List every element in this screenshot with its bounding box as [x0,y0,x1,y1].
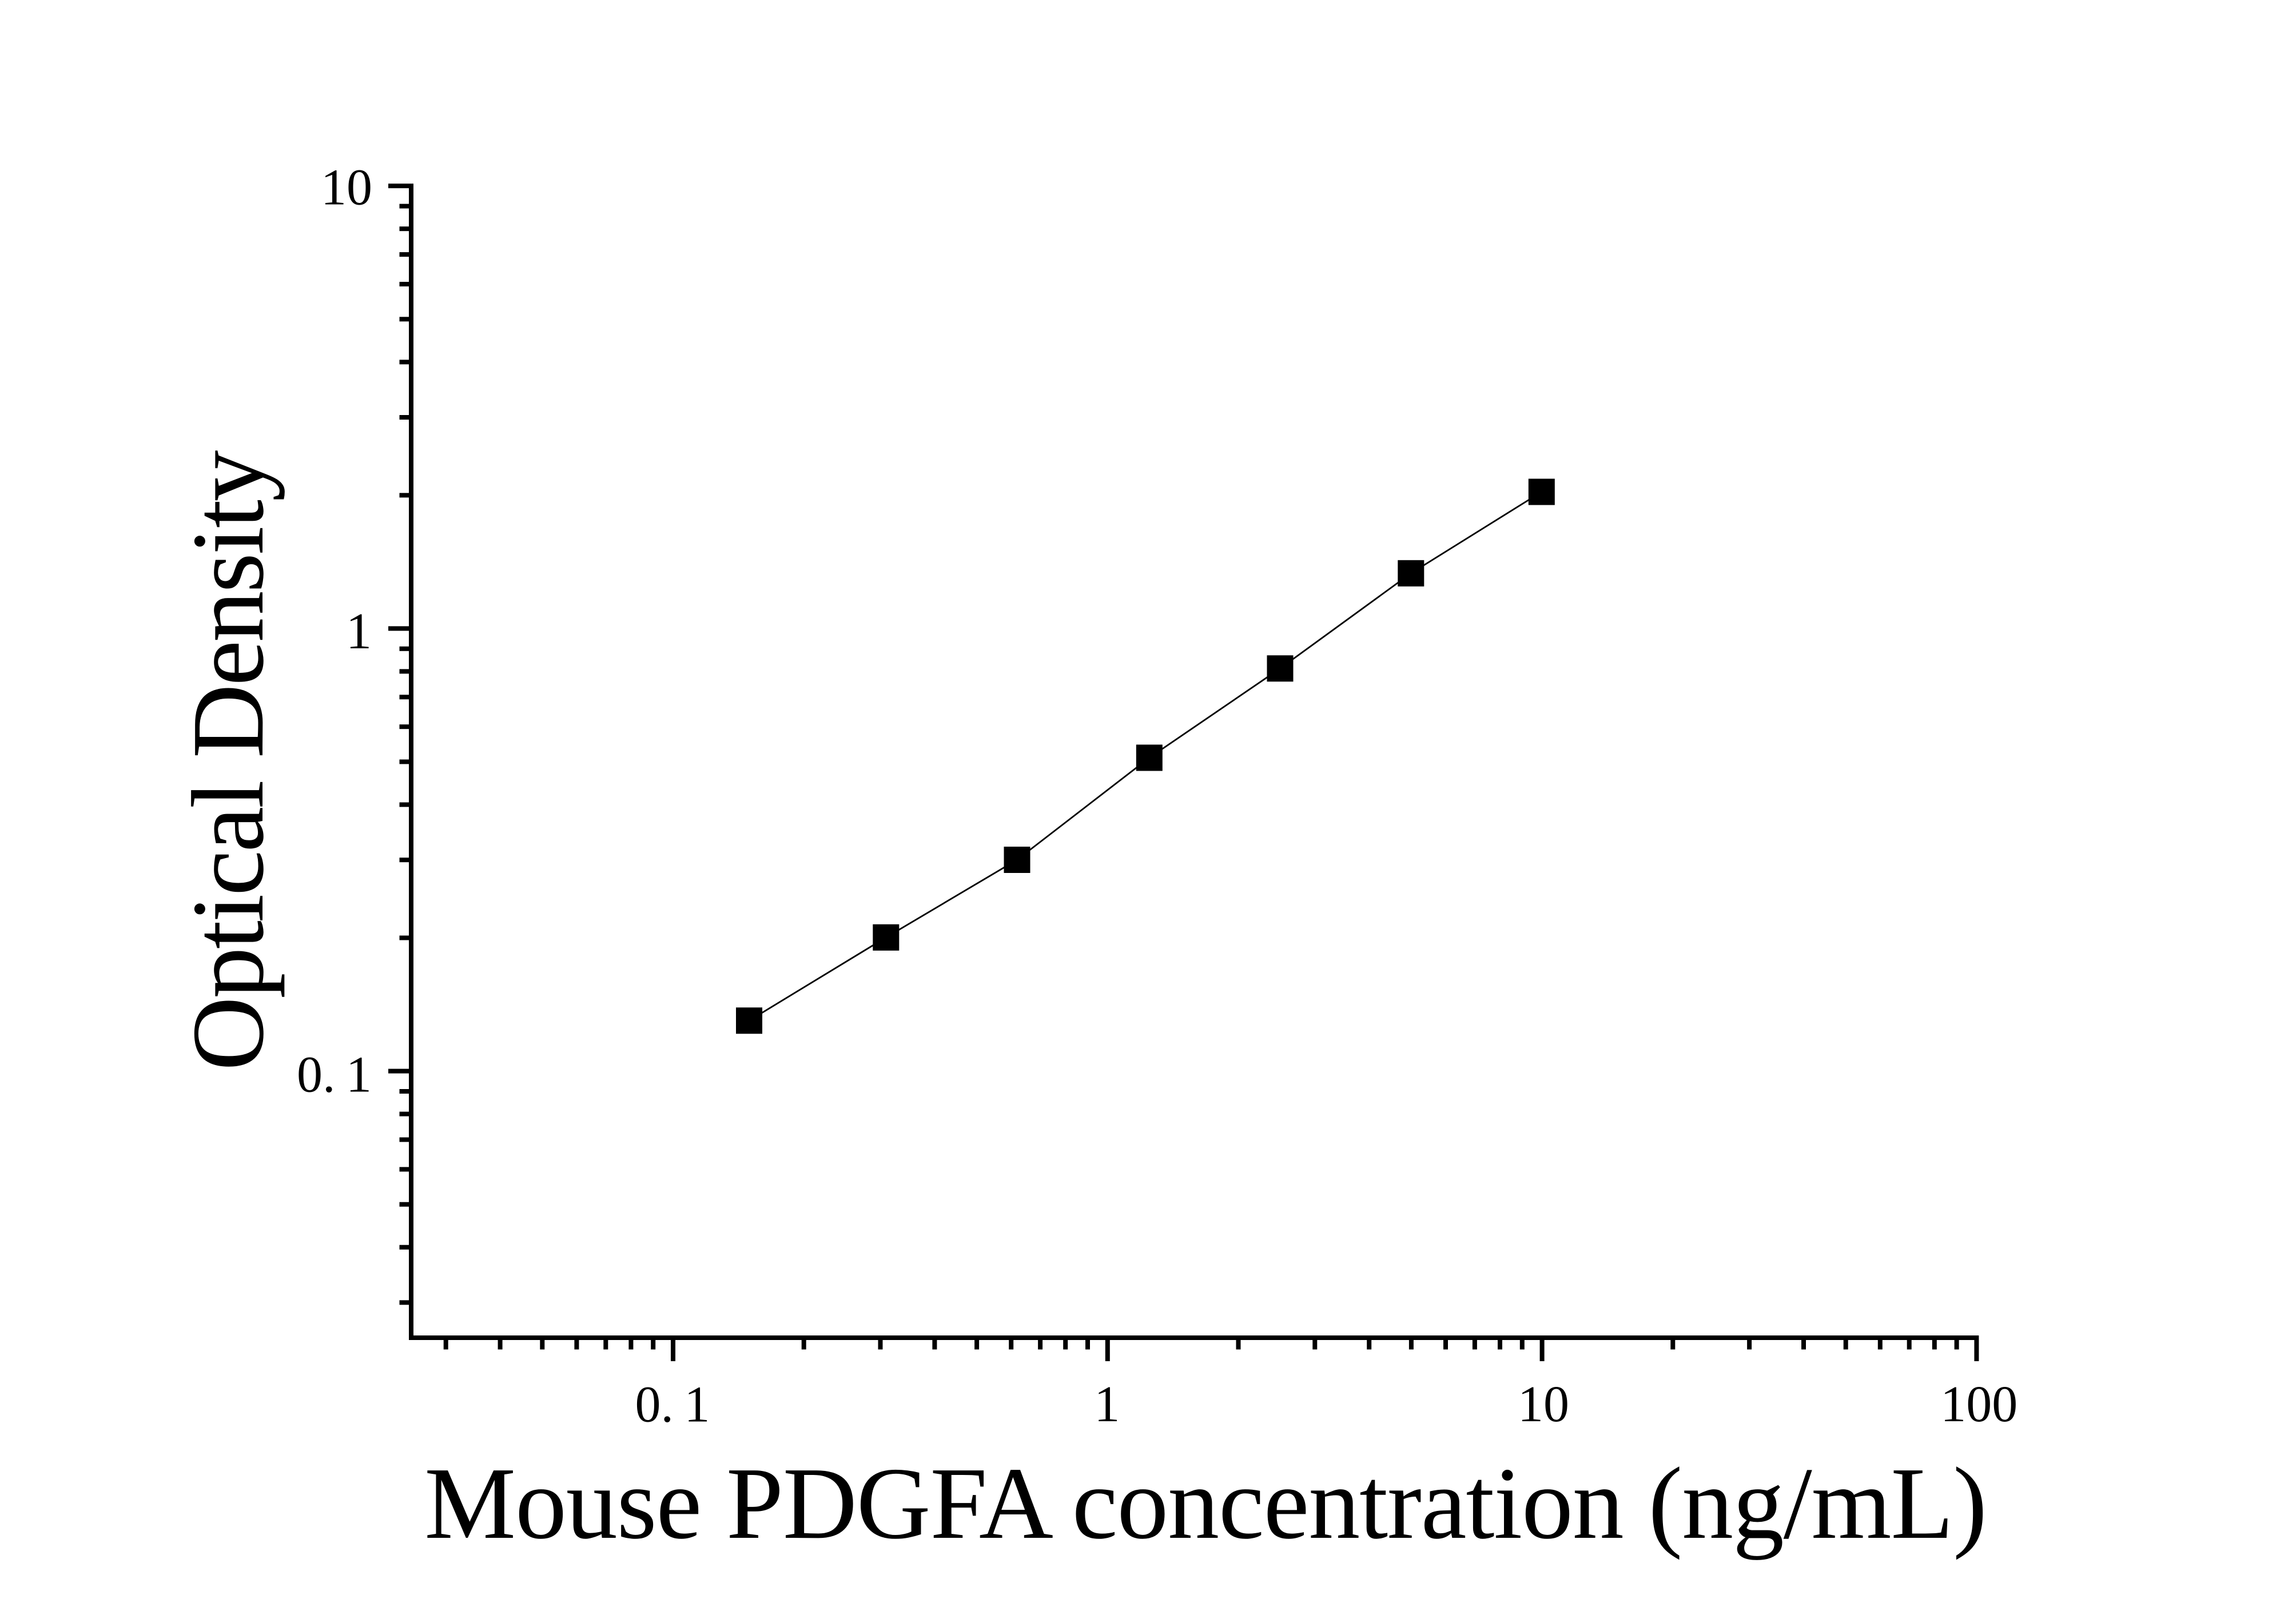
svg-text:1: 1 [1094,1376,1120,1433]
svg-text:100: 100 [1940,1376,2018,1433]
svg-text:10: 10 [1518,1376,1569,1433]
svg-text:0. 1: 0. 1 [297,1047,372,1103]
svg-text:1: 1 [346,603,372,660]
svg-text:0. 1: 0. 1 [635,1377,710,1433]
svg-text:Mouse PDGFA concentration (ng/: Mouse PDGFA concentration (ng/mL) [424,1446,1987,1560]
svg-text:10: 10 [321,159,372,216]
svg-text:Optical Density: Optical Density [171,450,285,1071]
